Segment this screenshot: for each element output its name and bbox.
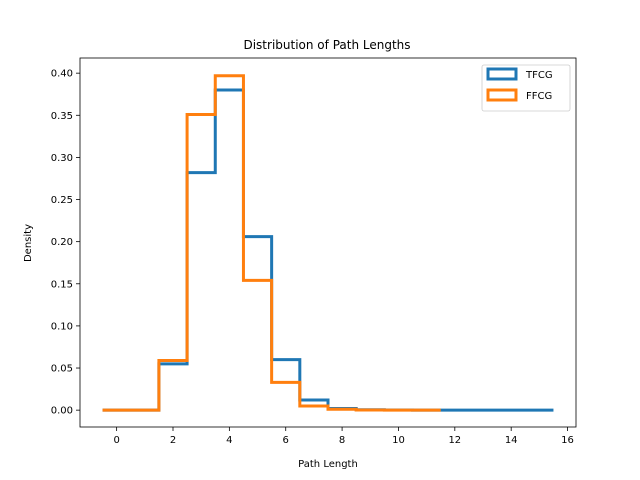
axes-frame [79, 57, 577, 428]
series-ffcg-step [102, 74, 441, 412]
x-axis: 0 2 4 6 8 10 12 14 16 [113, 427, 574, 446]
x-tick-label: 8 [339, 435, 345, 446]
legend-swatch-ffcg [486, 88, 518, 102]
legend-label-ffcg: FFCG [526, 91, 552, 102]
y-tick-label: 0.15 [51, 279, 73, 290]
plot-area [80, 58, 576, 427]
y-axis-label: Density [23, 224, 34, 262]
legend: TFCG FFCG [481, 64, 571, 112]
x-tick-label: 12 [448, 435, 461, 446]
y-tick-label: 0.00 [51, 406, 73, 417]
y-tick-label: 0.35 [51, 111, 73, 122]
y-tick-label: 0.40 [51, 69, 73, 80]
y-tick-label: 0.25 [51, 195, 73, 206]
x-tick-label: 2 [170, 435, 176, 446]
x-tick-label: 4 [226, 435, 232, 446]
chart-title: Distribution of Path Lengths [243, 38, 410, 52]
y-tick-label: 0.05 [51, 364, 73, 375]
y-tick-label: 0.20 [51, 237, 73, 248]
y-tick-label: 0.10 [51, 321, 73, 332]
y-axis: 0.00 0.05 0.10 0.15 0.20 0.25 0.30 0.35 0.40 [51, 69, 80, 417]
x-tick-label: 14 [505, 435, 518, 446]
legend-label-tfcg: TFCG [525, 70, 553, 81]
series-layer [102, 74, 554, 412]
x-axis-label: Path Length [298, 459, 358, 470]
x-tick-label: 0 [113, 435, 119, 446]
y-tick-label: 0.30 [51, 153, 73, 164]
x-tick-label: 16 [561, 435, 574, 446]
x-tick-label: 10 [392, 435, 405, 446]
legend-swatch-tfcg [486, 67, 518, 81]
x-tick-label: 6 [283, 435, 289, 446]
